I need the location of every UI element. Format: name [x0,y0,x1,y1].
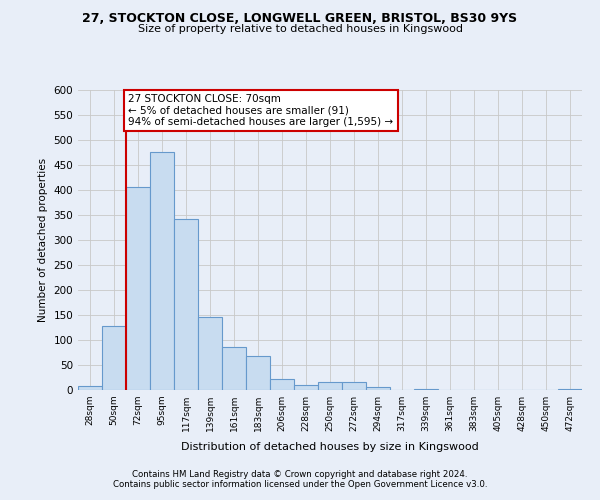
Bar [342,382,366,390]
Bar [174,219,198,390]
Text: Contains HM Land Registry data © Crown copyright and database right 2024.: Contains HM Land Registry data © Crown c… [132,470,468,479]
Text: Contains public sector information licensed under the Open Government Licence v3: Contains public sector information licen… [113,480,487,489]
Text: Distribution of detached houses by size in Kingswood: Distribution of detached houses by size … [181,442,479,452]
Bar [294,384,318,390]
Bar [270,379,294,390]
Bar [318,382,342,390]
Bar [102,326,126,390]
Text: 27, STOCKTON CLOSE, LONGWELL GREEN, BRISTOL, BS30 9YS: 27, STOCKTON CLOSE, LONGWELL GREEN, BRIS… [82,12,518,26]
Bar [246,356,270,390]
Bar [78,386,102,390]
Bar [150,152,174,390]
Bar [222,346,246,390]
Bar [558,389,582,390]
Text: 27 STOCKTON CLOSE: 70sqm
← 5% of detached houses are smaller (91)
94% of semi-de: 27 STOCKTON CLOSE: 70sqm ← 5% of detache… [128,94,394,127]
Y-axis label: Number of detached properties: Number of detached properties [38,158,48,322]
Bar [414,389,438,390]
Bar [198,317,222,390]
Bar [366,387,390,390]
Bar [126,187,150,390]
Text: Size of property relative to detached houses in Kingswood: Size of property relative to detached ho… [137,24,463,34]
